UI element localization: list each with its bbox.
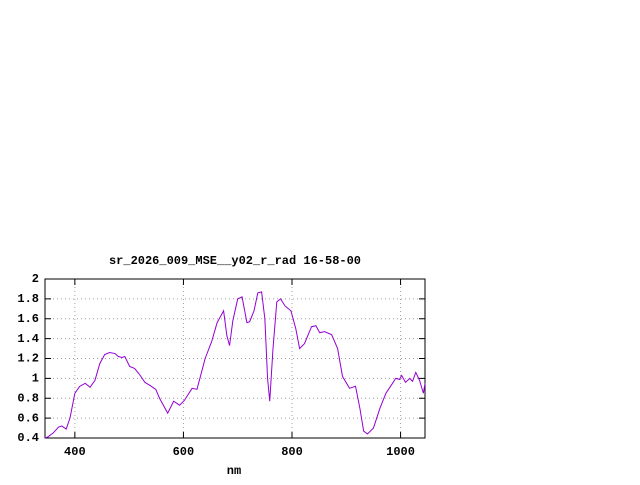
y-tick-label: 0.6 (17, 411, 39, 425)
y-tick-label: 1.6 (17, 312, 39, 326)
y-tick-label: 2 (32, 272, 39, 286)
x-tick-label: 400 (64, 445, 86, 459)
data-line (44, 291, 426, 439)
y-tick-label: 1.8 (17, 292, 39, 306)
plot-border (44, 278, 426, 439)
y-tick-label: 0.8 (17, 391, 39, 405)
y-tick-label: 1 (32, 372, 39, 386)
y-tick-label: 1.4 (17, 332, 39, 346)
x-tick-label: 1000 (386, 445, 415, 459)
x-tick-label: 800 (281, 445, 303, 459)
chart-title: sr_2026_009_MSE__y02_r_rad 16-58-00 (109, 254, 361, 268)
x-tick-label: 600 (173, 445, 195, 459)
x-axis-label: nm (227, 464, 241, 478)
y-tick-label: 1.2 (17, 352, 39, 366)
y-tick-label: 0.4 (17, 431, 39, 445)
